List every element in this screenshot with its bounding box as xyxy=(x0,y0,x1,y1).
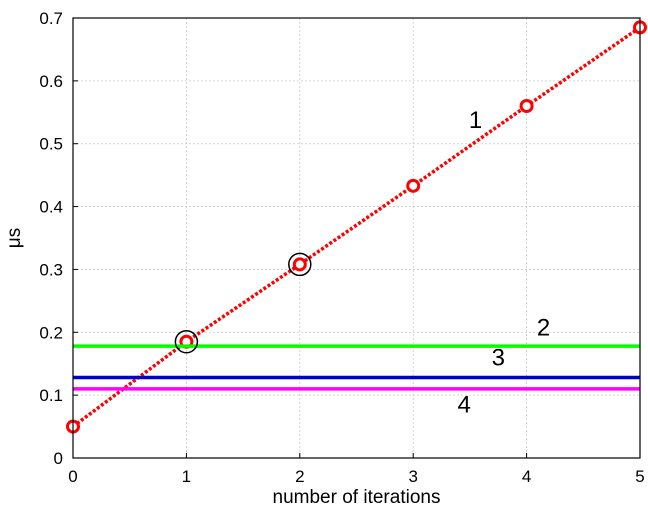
x-axis-label: number of iterations xyxy=(273,487,441,508)
series-line-1 xyxy=(71,25,641,428)
x-tick-label: 2 xyxy=(295,467,304,486)
x-tick-label: 4 xyxy=(522,467,531,486)
x-tick-label: 5 xyxy=(635,467,644,486)
annotation-3: 3 xyxy=(492,345,505,372)
annotation-4: 4 xyxy=(458,392,471,419)
y-tick-label: 0.3 xyxy=(39,260,63,279)
plot-frame xyxy=(72,17,641,459)
annotation-2: 2 xyxy=(537,314,550,341)
x-tick-label: 0 xyxy=(68,467,77,486)
x-tick-label: 3 xyxy=(408,467,417,486)
ticks: 0 1 2 3 4 500.10.20.30.40.50.60.7 xyxy=(39,9,644,486)
y-tick-label: 0 xyxy=(54,449,63,468)
x-tick-label: 1 xyxy=(182,467,191,486)
annotation-1: 1 xyxy=(469,107,482,134)
data-point xyxy=(406,178,421,193)
grid xyxy=(73,18,640,458)
highlight-ring xyxy=(174,329,199,354)
y-tick-label: 0.4 xyxy=(39,198,63,217)
y-tick-label: 0.5 xyxy=(39,135,63,154)
y-tick-label: 0.1 xyxy=(39,386,63,405)
y-tick-label: 0.7 xyxy=(39,9,63,28)
data-point xyxy=(292,257,307,272)
y-axis-label: μs xyxy=(4,228,25,248)
annotations: 1 2 34 xyxy=(458,107,551,419)
y-tick-label: 0.2 xyxy=(39,323,63,342)
data-point xyxy=(519,99,534,113)
highlight-ring xyxy=(288,252,312,277)
y-tick-label: 0.6 xyxy=(39,72,63,91)
